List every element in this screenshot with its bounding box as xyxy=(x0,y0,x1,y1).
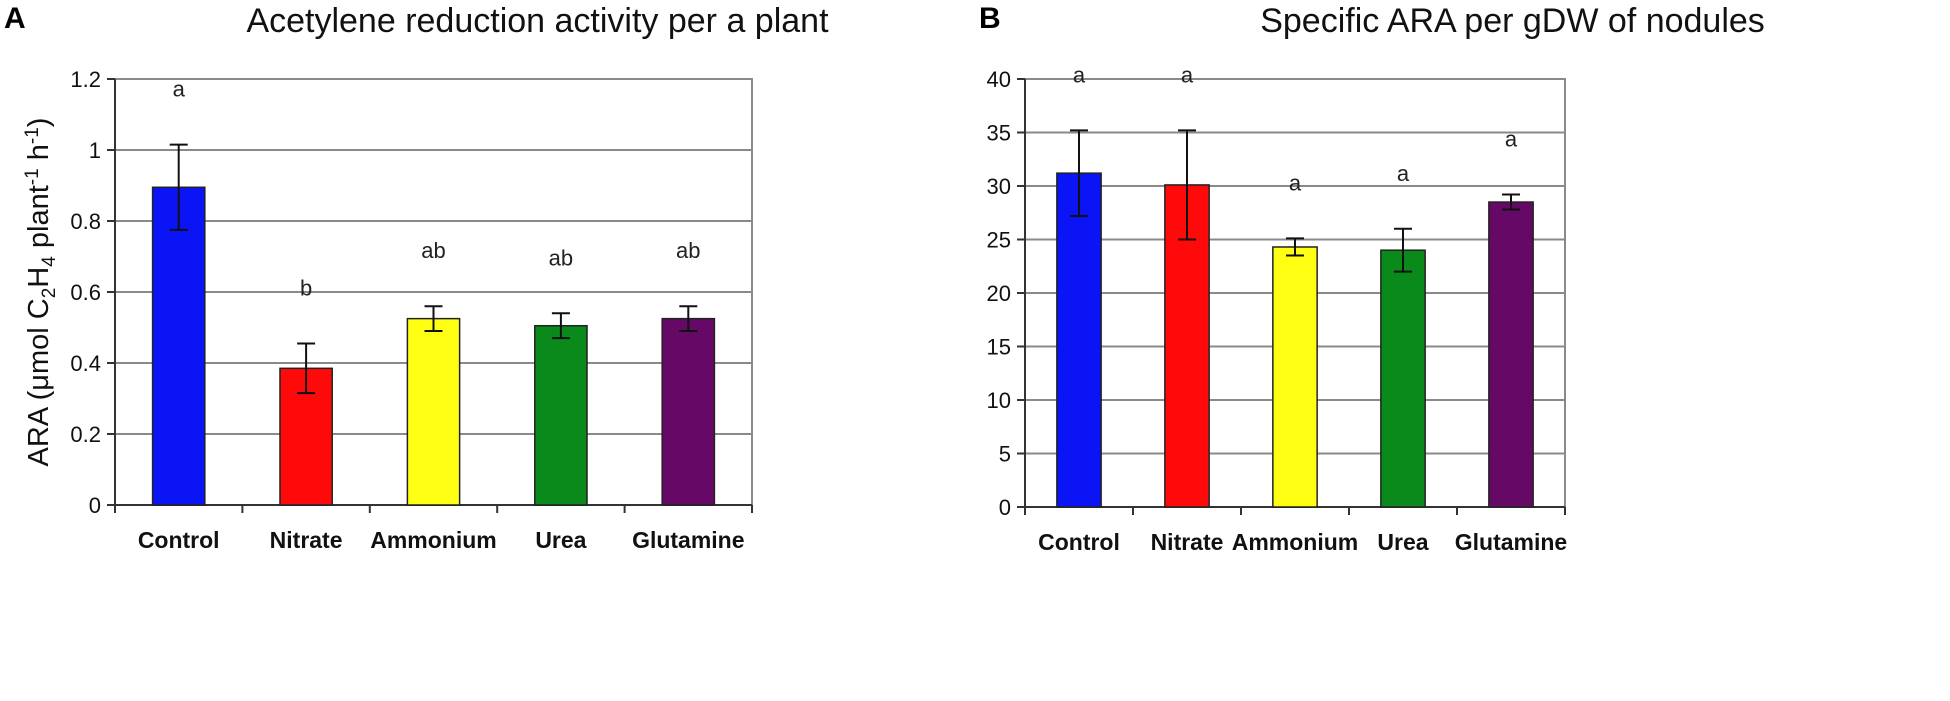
chart-title: Acetylene reduction activity per a plant xyxy=(246,2,829,40)
significance-label: ab xyxy=(676,238,700,263)
y-tick-label: 40 xyxy=(987,67,1011,92)
bar-glutamine xyxy=(661,317,716,506)
chart-title: Specific ARA per gDW of nodules xyxy=(1260,2,1765,40)
y-tick-label: 35 xyxy=(987,121,1011,146)
y-tick-label: 0 xyxy=(999,495,1011,520)
significance-label: a xyxy=(1181,62,1194,87)
y-tick-label: 5 xyxy=(999,442,1011,467)
bar-control xyxy=(1056,172,1102,508)
panel-b: B Specific ARA per gDW of nodules 0 5 10 15… xyxy=(975,0,1950,701)
significance-label: b xyxy=(300,275,312,300)
bar-urea xyxy=(534,324,588,506)
significance-label: a xyxy=(1073,62,1086,87)
significance-label: a xyxy=(1289,170,1302,195)
category-label: Glutamine xyxy=(1455,529,1567,555)
y-axis-label: ARA (μmol C2H4 plant-1 h-1) xyxy=(22,118,60,467)
bar-chart-b: 0 5 10 15 20 25 30 35 40 a Control a Nitrate a Ammoniu… xyxy=(987,62,1568,555)
category-label: Ammonium xyxy=(370,527,497,553)
y-tick-label: 30 xyxy=(987,174,1011,199)
category-label: Nitrate xyxy=(1151,529,1224,555)
y-tick-label: 0.6 xyxy=(70,280,101,305)
category-label: Urea xyxy=(1377,529,1428,555)
bar-ammonium xyxy=(1272,246,1318,508)
bar-urea xyxy=(1380,249,1426,508)
y-tick-label: 0 xyxy=(89,493,101,518)
bar-nitrate xyxy=(1164,184,1210,508)
bar-ammonium xyxy=(406,317,461,506)
bar-chart-a: 0 0.2 0.4 0.6 0.8 1 1.2 a Control b Nitrate ab Ammon… xyxy=(22,67,753,553)
significance-label: a xyxy=(173,77,186,102)
panel-letter: B xyxy=(979,2,1001,35)
panel-a: A Acetylene reduction activity per a pla… xyxy=(4,2,829,553)
y-tick-label: 0.4 xyxy=(70,351,101,376)
category-label: Control xyxy=(1038,529,1120,555)
bar-glutamine xyxy=(1488,201,1534,508)
y-tick-label: 10 xyxy=(987,388,1011,413)
category-label: Urea xyxy=(535,527,586,553)
significance-label: ab xyxy=(421,238,445,263)
y-tick-label: 0.2 xyxy=(70,422,101,447)
category-label: Nitrate xyxy=(270,527,343,553)
significance-label: a xyxy=(1505,127,1518,152)
significance-label: ab xyxy=(549,245,573,270)
y-tick-label: 25 xyxy=(987,228,1011,253)
category-label: Glutamine xyxy=(632,527,744,553)
significance-label: a xyxy=(1397,161,1410,186)
category-label: Ammonium xyxy=(1232,529,1359,555)
panel-letter: A xyxy=(4,2,26,35)
y-tick-label: 1.2 xyxy=(70,67,101,92)
y-tick-label: 20 xyxy=(987,281,1011,306)
y-tick-label: 1 xyxy=(89,138,101,163)
y-tick-label: 15 xyxy=(987,335,1011,360)
y-tick-label: 0.8 xyxy=(70,209,101,234)
category-label: Control xyxy=(138,527,220,553)
bar-control xyxy=(151,186,206,506)
